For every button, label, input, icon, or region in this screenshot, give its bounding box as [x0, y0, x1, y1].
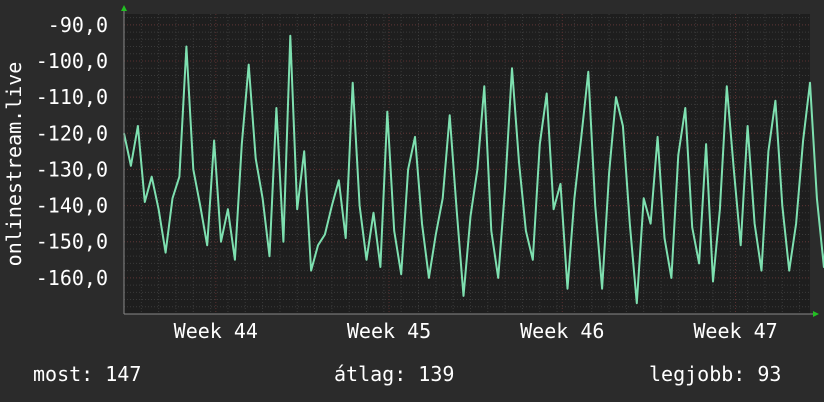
axes: [121, 5, 819, 317]
current-value-label: most: 147: [33, 362, 142, 386]
y-tick-label: -160,0: [36, 266, 108, 290]
y-tick-label: -110,0: [36, 85, 108, 109]
y-tick-label: -90,0: [48, 13, 108, 37]
y-tick-label: -120,0: [36, 121, 108, 145]
y-axis-arrow-icon: [121, 5, 127, 11]
average-value-label: átlag: 139: [334, 362, 455, 386]
y-axis-label: onlinestream.live: [2, 62, 26, 267]
series-layer: [123, 34, 824, 305]
x-tick-label: Week 45: [347, 319, 431, 343]
y-tick-label: -150,0: [36, 230, 108, 254]
series-line: [123, 34, 824, 305]
best-value-label: legjobb: 93: [649, 362, 782, 386]
y-tick-label: -140,0: [36, 194, 108, 218]
x-tick-labels: Week 44 Week 45 Week 46 Week 47: [174, 319, 778, 343]
x-axis-arrow-icon: [813, 311, 819, 317]
x-tick-label: Week 46: [520, 319, 604, 343]
y-tick-label: -130,0: [36, 157, 108, 181]
x-tick-label: Week 44: [174, 319, 258, 343]
y-tick-labels: -90,0 -100,0 -110,0 -120,0 -130,0 -140,0 -150,…: [36, 13, 108, 290]
x-tick-label: Week 47: [693, 319, 777, 343]
y-tick-label: -100,0: [36, 49, 108, 73]
